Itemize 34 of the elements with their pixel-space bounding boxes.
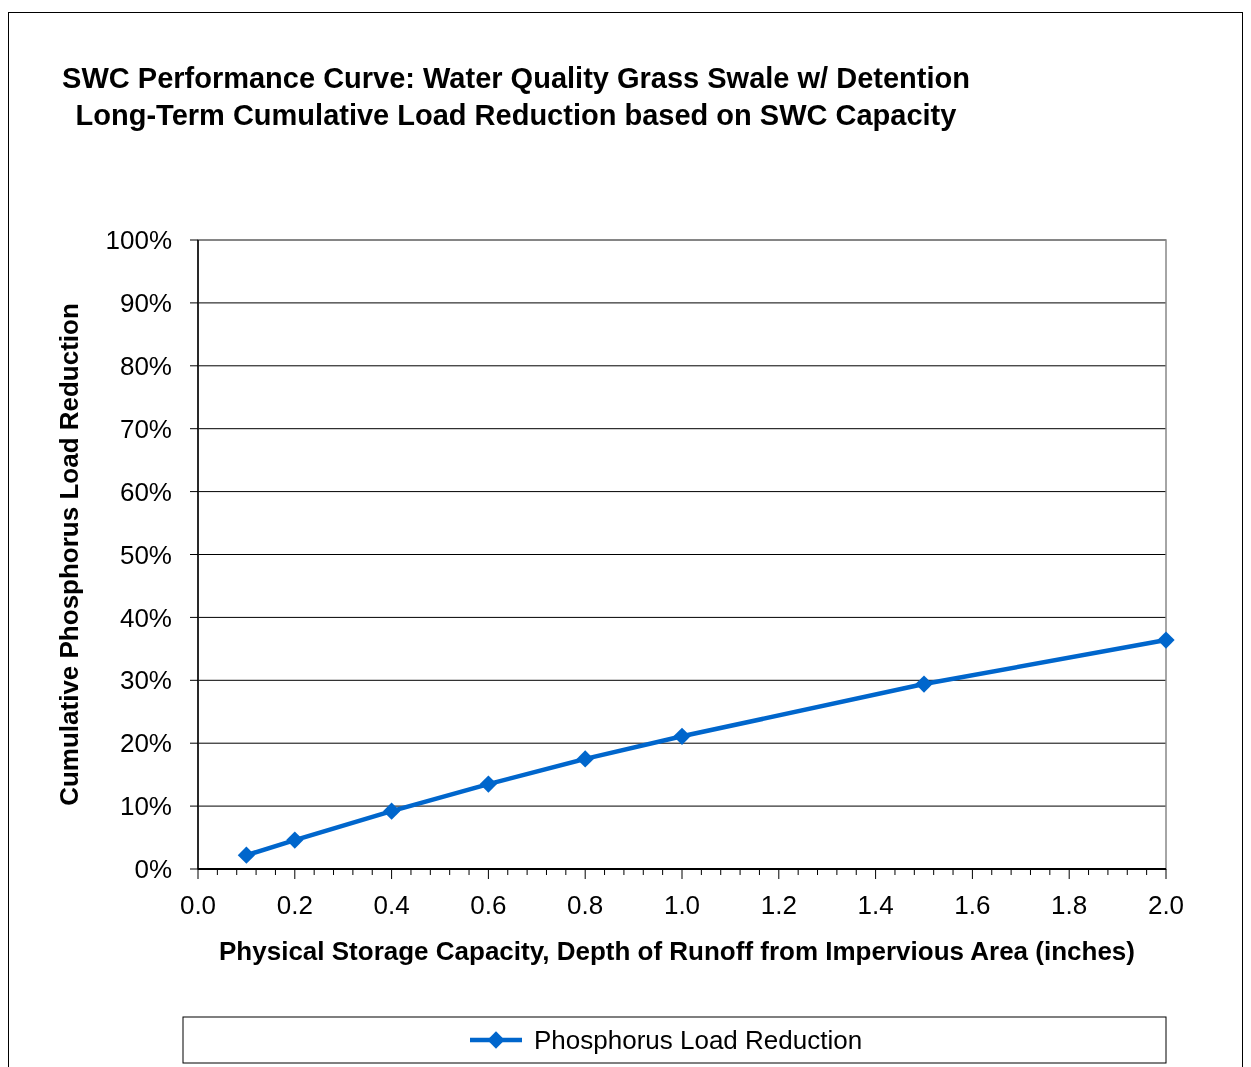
x-tick-label: 0.6	[470, 890, 507, 920]
point	[1157, 631, 1175, 649]
x-tick-label: 1.8	[1051, 890, 1088, 920]
point	[915, 675, 933, 693]
y-axis-title: Cumulative Phosphorus Load Reduction	[54, 303, 84, 806]
legend-label: Phosphorus Load Reduction	[534, 1025, 863, 1056]
point	[286, 831, 304, 849]
point	[576, 750, 594, 768]
y-tick-label: 30%	[119, 665, 172, 696]
y-tick-label: 60%	[119, 476, 172, 507]
x-tick-label: 2.0	[1147, 890, 1185, 920]
x-tick-label: 1.4	[857, 890, 894, 920]
chart-title: SWC Performance Curve: Water Quality Grass Swale w/ Detention Long-Term Cumulative Load Reduction based on SWC Capacity	[62, 62, 970, 131]
x-tick-label: 1.6	[954, 890, 991, 920]
y-tick-label: 100%	[105, 225, 172, 256]
point	[479, 775, 498, 793]
point	[237, 846, 256, 864]
y-tick-label: 40%	[119, 602, 172, 633]
y-tick-label: 0%	[134, 854, 172, 885]
y-tick-label: 70%	[119, 413, 172, 444]
x-tick-label: 1.0	[663, 890, 701, 920]
y-tick-label: 90%	[119, 288, 172, 318]
x-tick-label: 1.2	[760, 890, 797, 920]
point	[673, 727, 691, 745]
x-tick-label: 0.4	[373, 890, 410, 920]
x-axis-title: Physical Storage Capacity, Depth of Runoff from Impervious Area (inches)	[219, 936, 1135, 966]
y-tick-label: 80%	[119, 350, 172, 381]
y-tick-label: 10%	[119, 791, 172, 822]
y-tick-label: 20%	[119, 728, 172, 759]
y-tick-label: 50%	[119, 539, 172, 570]
x-tick-label: 0.0	[179, 890, 217, 920]
x-tick-label: 0.2	[276, 890, 313, 920]
point	[382, 802, 401, 820]
x-tick-label: 0.8	[567, 890, 604, 920]
